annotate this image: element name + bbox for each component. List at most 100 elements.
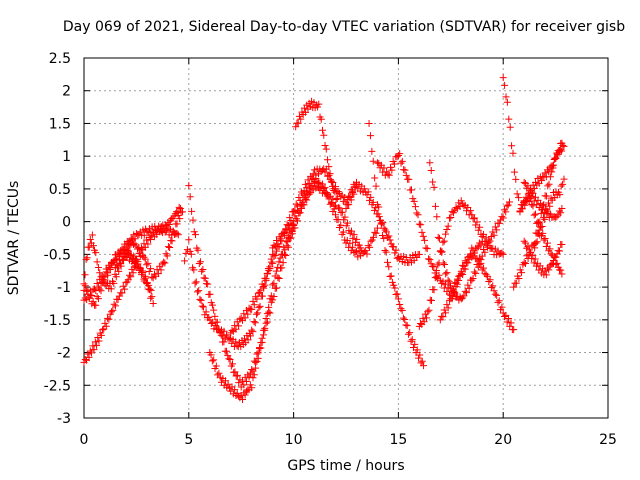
data-points xyxy=(80,74,568,403)
data-point xyxy=(472,269,480,277)
data-point xyxy=(213,318,221,326)
data-point xyxy=(137,268,145,276)
data-point xyxy=(542,243,550,251)
data-point xyxy=(532,239,540,247)
data-point xyxy=(265,308,273,316)
data-point xyxy=(258,334,266,342)
data-point xyxy=(542,192,550,200)
data-point xyxy=(108,308,116,316)
x-tick-label: 20 xyxy=(494,432,512,448)
data-point xyxy=(412,349,420,357)
data-point xyxy=(332,196,340,204)
data-point xyxy=(248,326,256,334)
data-point xyxy=(189,216,197,224)
data-point xyxy=(494,298,502,306)
data-point xyxy=(186,193,194,201)
data-point xyxy=(503,98,511,106)
data-point xyxy=(253,350,261,358)
data-point xyxy=(318,180,326,188)
data-point xyxy=(370,233,378,241)
data-point xyxy=(250,371,258,379)
data-point xyxy=(528,254,536,262)
data-point xyxy=(413,209,421,217)
data-point xyxy=(154,270,162,278)
data-point xyxy=(392,246,400,254)
data-point xyxy=(99,326,107,334)
data-point xyxy=(413,346,421,354)
data-point xyxy=(129,269,137,277)
data-point xyxy=(208,301,216,309)
data-point xyxy=(523,244,531,252)
data-point xyxy=(295,208,303,216)
data-point xyxy=(235,322,243,330)
data-point xyxy=(267,258,275,266)
data-point xyxy=(303,196,311,204)
data-point xyxy=(433,273,441,281)
data-point xyxy=(480,264,488,272)
data-point xyxy=(196,258,204,266)
data-point xyxy=(559,180,567,188)
data-point xyxy=(265,266,273,274)
series-arc-15 xyxy=(415,197,507,330)
data-point xyxy=(553,213,561,221)
data-point xyxy=(469,215,477,223)
data-point xyxy=(141,272,149,280)
data-point xyxy=(480,230,488,238)
data-point xyxy=(385,263,393,271)
data-point xyxy=(544,182,552,190)
data-point xyxy=(415,354,423,362)
data-point xyxy=(439,238,447,246)
data-point xyxy=(461,287,469,295)
data-point xyxy=(176,215,184,223)
data-point xyxy=(80,280,88,288)
data-point xyxy=(86,235,94,243)
data-point xyxy=(388,166,396,174)
data-point xyxy=(322,189,330,197)
data-point xyxy=(105,315,113,323)
data-point xyxy=(110,279,118,287)
data-point xyxy=(534,230,542,238)
data-point xyxy=(542,173,550,181)
data-point xyxy=(173,208,181,216)
data-point xyxy=(275,275,283,283)
data-point xyxy=(442,309,450,317)
data-point xyxy=(435,234,443,242)
data-point xyxy=(321,184,329,192)
data-point xyxy=(291,224,299,232)
data-point xyxy=(245,373,253,381)
data-point xyxy=(382,248,390,256)
y-tick-label: 1.5 xyxy=(49,116,71,132)
series-arc-23 xyxy=(520,178,566,222)
y-tick-label: -0.5 xyxy=(44,247,71,263)
data-point xyxy=(216,328,224,336)
data-point xyxy=(252,364,260,372)
data-point xyxy=(246,332,254,340)
data-point xyxy=(211,312,219,320)
data-point xyxy=(139,267,147,275)
data-point xyxy=(248,384,256,392)
data-point xyxy=(533,238,541,246)
data-point xyxy=(468,244,476,252)
data-point xyxy=(453,280,461,288)
data-point xyxy=(231,368,239,376)
data-point xyxy=(109,306,117,314)
data-point xyxy=(476,261,484,269)
data-point xyxy=(132,256,140,264)
data-point xyxy=(104,314,112,322)
data-point xyxy=(364,242,372,250)
data-point xyxy=(443,226,451,234)
data-point xyxy=(250,301,258,309)
data-point xyxy=(345,201,353,209)
data-point xyxy=(174,231,182,239)
data-point xyxy=(545,168,553,176)
plot-frame xyxy=(83,57,609,419)
data-point xyxy=(482,271,490,279)
y-tick-label: -1.5 xyxy=(44,313,71,329)
data-point xyxy=(434,261,442,269)
data-point xyxy=(304,189,312,197)
data-point xyxy=(538,177,546,185)
data-point xyxy=(364,188,372,196)
data-point xyxy=(391,284,399,292)
y-tick-label: 0 xyxy=(62,215,71,231)
